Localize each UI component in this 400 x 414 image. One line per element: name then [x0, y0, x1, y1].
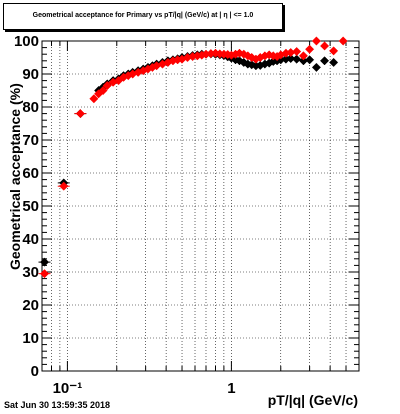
data-point: [39, 269, 50, 279]
y-tick-label: 80: [22, 99, 39, 116]
y-tick-label: 70: [22, 132, 39, 149]
data-point: [292, 54, 302, 64]
data-point: [75, 109, 85, 119]
series-red: [38, 36, 348, 279]
chart-title: Geometrical acceptance for Primary vs pT…: [32, 12, 254, 19]
data-point: [98, 85, 108, 96]
data-point: [329, 46, 339, 56]
y-tick-label: 90: [22, 66, 39, 83]
data-point: [305, 55, 315, 65]
plot-frame: [41, 40, 360, 372]
data-point: [338, 36, 348, 46]
data-point: [89, 94, 99, 104]
y-axis-title: Geometrical acceptance (%): [7, 83, 23, 270]
x-axis-title: pT/|q| (GeV/c): [268, 392, 358, 408]
data-point: [102, 80, 112, 91]
timestamp: Sat Jun 30 13:59:35 2018: [4, 400, 111, 410]
y-tick-label: 100: [14, 33, 39, 50]
chart-title-box: Geometrical acceptance for Primary vs pT…: [3, 3, 283, 30]
data-point: [298, 51, 308, 61]
y-tick-label: 20: [22, 297, 39, 314]
y-tick-label: 60: [22, 165, 39, 182]
data-point: [311, 62, 321, 72]
x-tick-label: 10⁻¹: [53, 380, 83, 397]
data-point: [305, 44, 315, 54]
data-point: [320, 41, 330, 51]
data-point: [39, 257, 50, 267]
y-tick-label: 30: [22, 264, 39, 281]
data-point: [311, 36, 321, 46]
data-point: [286, 53, 296, 64]
data-point: [59, 181, 69, 191]
data-series: [38, 36, 348, 279]
tick-labels: 0 10 20 30 40 50 60 70 80 90 100 10⁻¹ 1: [14, 33, 236, 397]
series-black: [38, 49, 339, 267]
axes: [41, 40, 360, 372]
data-point: [329, 57, 339, 68]
y-tick-label: 10: [22, 330, 39, 347]
y-tick-label: 0: [31, 363, 39, 380]
data-point: [234, 56, 245, 66]
y-tick-label: 40: [22, 231, 39, 248]
data-point: [320, 56, 330, 66]
data-point: [292, 47, 302, 57]
y-tick-label: 50: [22, 198, 39, 215]
grid: [41, 41, 360, 371]
x-tick-label: 1: [227, 380, 235, 397]
